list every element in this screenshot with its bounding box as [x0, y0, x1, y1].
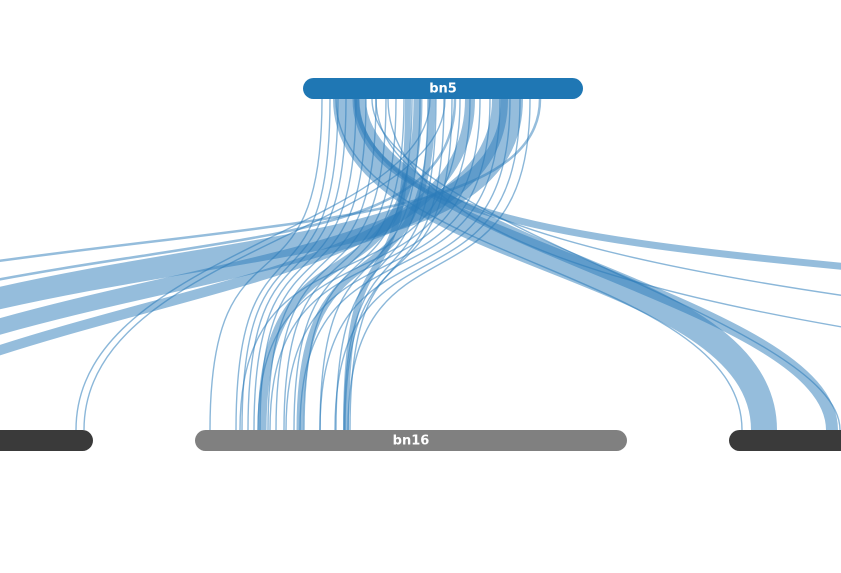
- synteny-link: [319, 98, 511, 431]
- chromosome-label-bn16: bn16: [393, 434, 430, 449]
- chromosome-bar-bottom-left[interactable]: [0, 430, 93, 451]
- synteny-link: [354, 98, 838, 431]
- synteny-link: [371, 98, 841, 431]
- synteny-link: [296, 98, 436, 431]
- chromosome-label-bn5: bn5: [429, 82, 457, 97]
- synteny-link: [75, 98, 431, 431]
- synteny-link: [0, 98, 508, 335]
- chromosome-bars: bn5 bn16: [0, 78, 841, 451]
- synteny-link: [333, 98, 777, 431]
- chromosome-bar-bottom-right[interactable]: [729, 430, 841, 451]
- synteny-link: [0, 98, 475, 356]
- synteny-link: [0, 98, 457, 281]
- synteny-link: [375, 98, 841, 296]
- synteny-link: [347, 98, 531, 431]
- synteny-link: [387, 98, 841, 328]
- synteny-links: [0, 98, 841, 431]
- chromosome-bar-bn5[interactable]: [303, 78, 583, 99]
- synteny-link: [0, 98, 542, 263]
- synteny-link: [259, 98, 367, 431]
- synteny-link: [352, 98, 841, 270]
- synteny-link: [335, 98, 743, 431]
- synteny-link: [83, 98, 446, 431]
- chromosome-bar-bn16[interactable]: [195, 430, 627, 451]
- synteny-link: [334, 98, 521, 431]
